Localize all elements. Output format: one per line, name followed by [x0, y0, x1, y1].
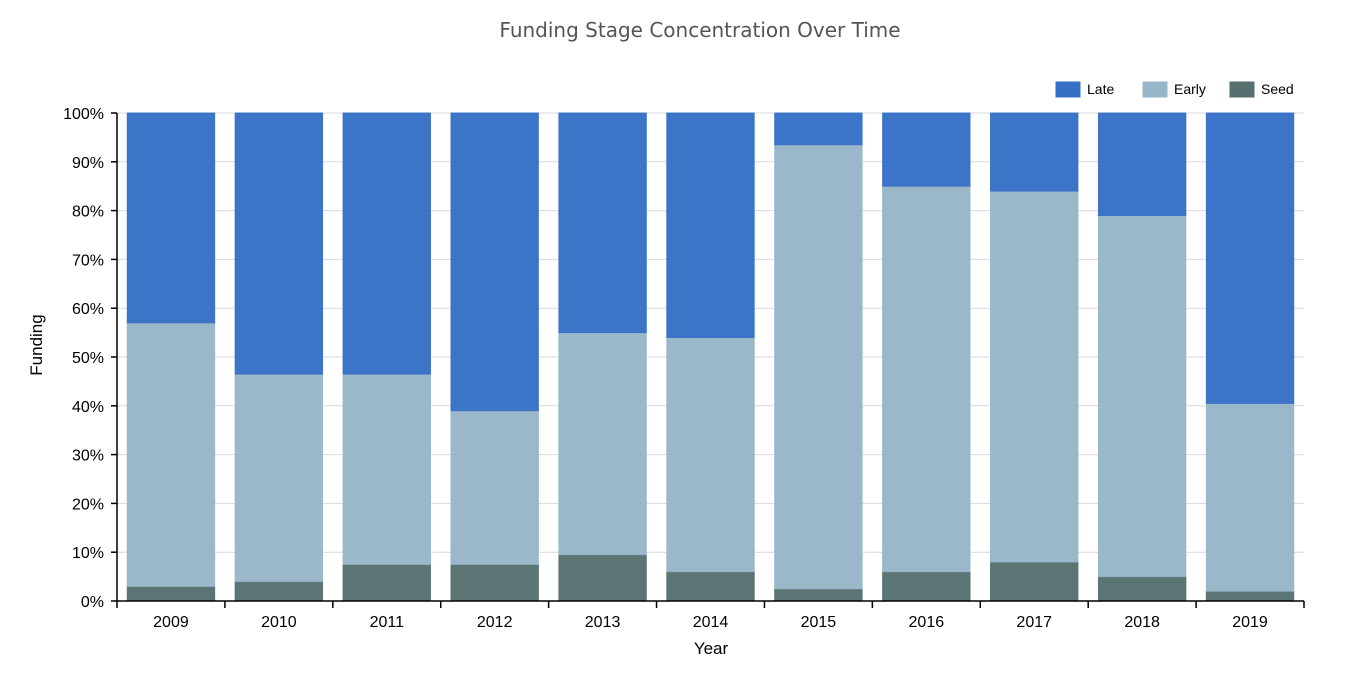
- x-tick-label: 2014: [693, 614, 729, 631]
- legend-swatch: [1055, 81, 1081, 98]
- y-tick-label: 90%: [72, 155, 104, 172]
- legend-label: Late: [1087, 81, 1114, 97]
- bar-segment-late[interactable]: [234, 112, 324, 375]
- y-axis-title: Funding: [27, 314, 46, 375]
- y-tick-label: 80%: [72, 204, 104, 221]
- bar-segment-seed[interactable]: [1205, 590, 1295, 602]
- bar-segment-early[interactable]: [666, 336, 755, 573]
- bar-segment-seed[interactable]: [450, 563, 539, 602]
- y-tick-label: 0%: [81, 594, 104, 611]
- bar-segment-seed[interactable]: [342, 563, 431, 602]
- bar-segment-early[interactable]: [774, 144, 863, 590]
- y-tick-label: 10%: [72, 545, 104, 562]
- legend: Late Early Seed: [1055, 81, 1294, 98]
- x-tick-label: 2010: [261, 614, 297, 631]
- y-tick-label: 20%: [72, 496, 104, 513]
- legend-item-seed[interactable]: Seed: [1229, 81, 1294, 98]
- x-tick-label: 2016: [909, 614, 945, 631]
- y-axis-ticks: 0% 10% 20% 30% 40% 50% 60% 70% 80% 90% 100%: [63, 106, 117, 611]
- bar-segment-early[interactable]: [342, 373, 431, 565]
- bar-segment-late[interactable]: [126, 112, 216, 324]
- bar-segment-seed[interactable]: [558, 554, 647, 602]
- bar-segment-seed[interactable]: [774, 588, 863, 602]
- bar-segment-seed[interactable]: [990, 561, 1079, 602]
- x-tick-label: 2019: [1232, 614, 1268, 631]
- bar-segment-early[interactable]: [1097, 214, 1187, 578]
- bar-segment-late[interactable]: [774, 112, 863, 146]
- y-tick-label: 50%: [72, 350, 104, 367]
- y-tick-label: 70%: [72, 252, 104, 269]
- legend-label: Early: [1174, 81, 1206, 97]
- y-tick-label: 100%: [63, 106, 104, 123]
- x-axis-ticks: 2009 2010 2011 2012 2013 2014 2015 2016 2017 2018…: [116, 601, 1305, 631]
- bar-segment-late[interactable]: [1205, 112, 1295, 404]
- y-tick-label: 30%: [72, 448, 104, 465]
- y-tick-label: 40%: [72, 399, 104, 416]
- bar-segment-late[interactable]: [558, 112, 647, 334]
- x-tick-label: 2009: [153, 614, 189, 631]
- bar-segment-early[interactable]: [450, 410, 539, 565]
- bar-segment-seed[interactable]: [666, 571, 755, 602]
- bar-segment-seed[interactable]: [234, 580, 324, 602]
- legend-item-late[interactable]: Late: [1055, 81, 1114, 98]
- x-tick-label: 2011: [370, 614, 405, 631]
- x-tick-label: 2015: [801, 614, 837, 631]
- bar-segment-seed[interactable]: [1097, 576, 1187, 602]
- legend-swatch: [1229, 81, 1255, 98]
- bar-segment-early[interactable]: [1205, 402, 1295, 592]
- bar-segment-late[interactable]: [450, 112, 539, 412]
- x-axis-title: Year: [694, 639, 729, 658]
- bar-segment-early[interactable]: [558, 332, 647, 556]
- legend-label: Seed: [1261, 81, 1294, 97]
- bar-segment-early[interactable]: [990, 190, 1079, 563]
- bar-segment-late[interactable]: [666, 112, 755, 338]
- bar-segment-late[interactable]: [1097, 112, 1187, 216]
- legend-swatch: [1142, 81, 1168, 98]
- y-tick-label: 60%: [72, 301, 104, 318]
- bar-segment-early[interactable]: [882, 185, 971, 573]
- x-tick-label: 2012: [477, 614, 513, 631]
- legend-item-early[interactable]: Early: [1142, 81, 1206, 98]
- bar-segment-early[interactable]: [234, 373, 324, 582]
- bars: [126, 112, 1295, 602]
- x-tick-label: 2013: [585, 614, 621, 631]
- bar-segment-late[interactable]: [990, 112, 1079, 192]
- chart-title: Funding Stage Concentration Over Time: [499, 18, 900, 42]
- bar-segment-late[interactable]: [882, 112, 971, 187]
- bar-segment-late[interactable]: [342, 112, 431, 375]
- bar-segment-seed[interactable]: [882, 571, 971, 602]
- x-tick-label: 2018: [1124, 614, 1160, 631]
- bar-segment-seed[interactable]: [126, 585, 216, 602]
- bar-segment-early[interactable]: [126, 322, 216, 587]
- x-tick-label: 2017: [1016, 614, 1052, 631]
